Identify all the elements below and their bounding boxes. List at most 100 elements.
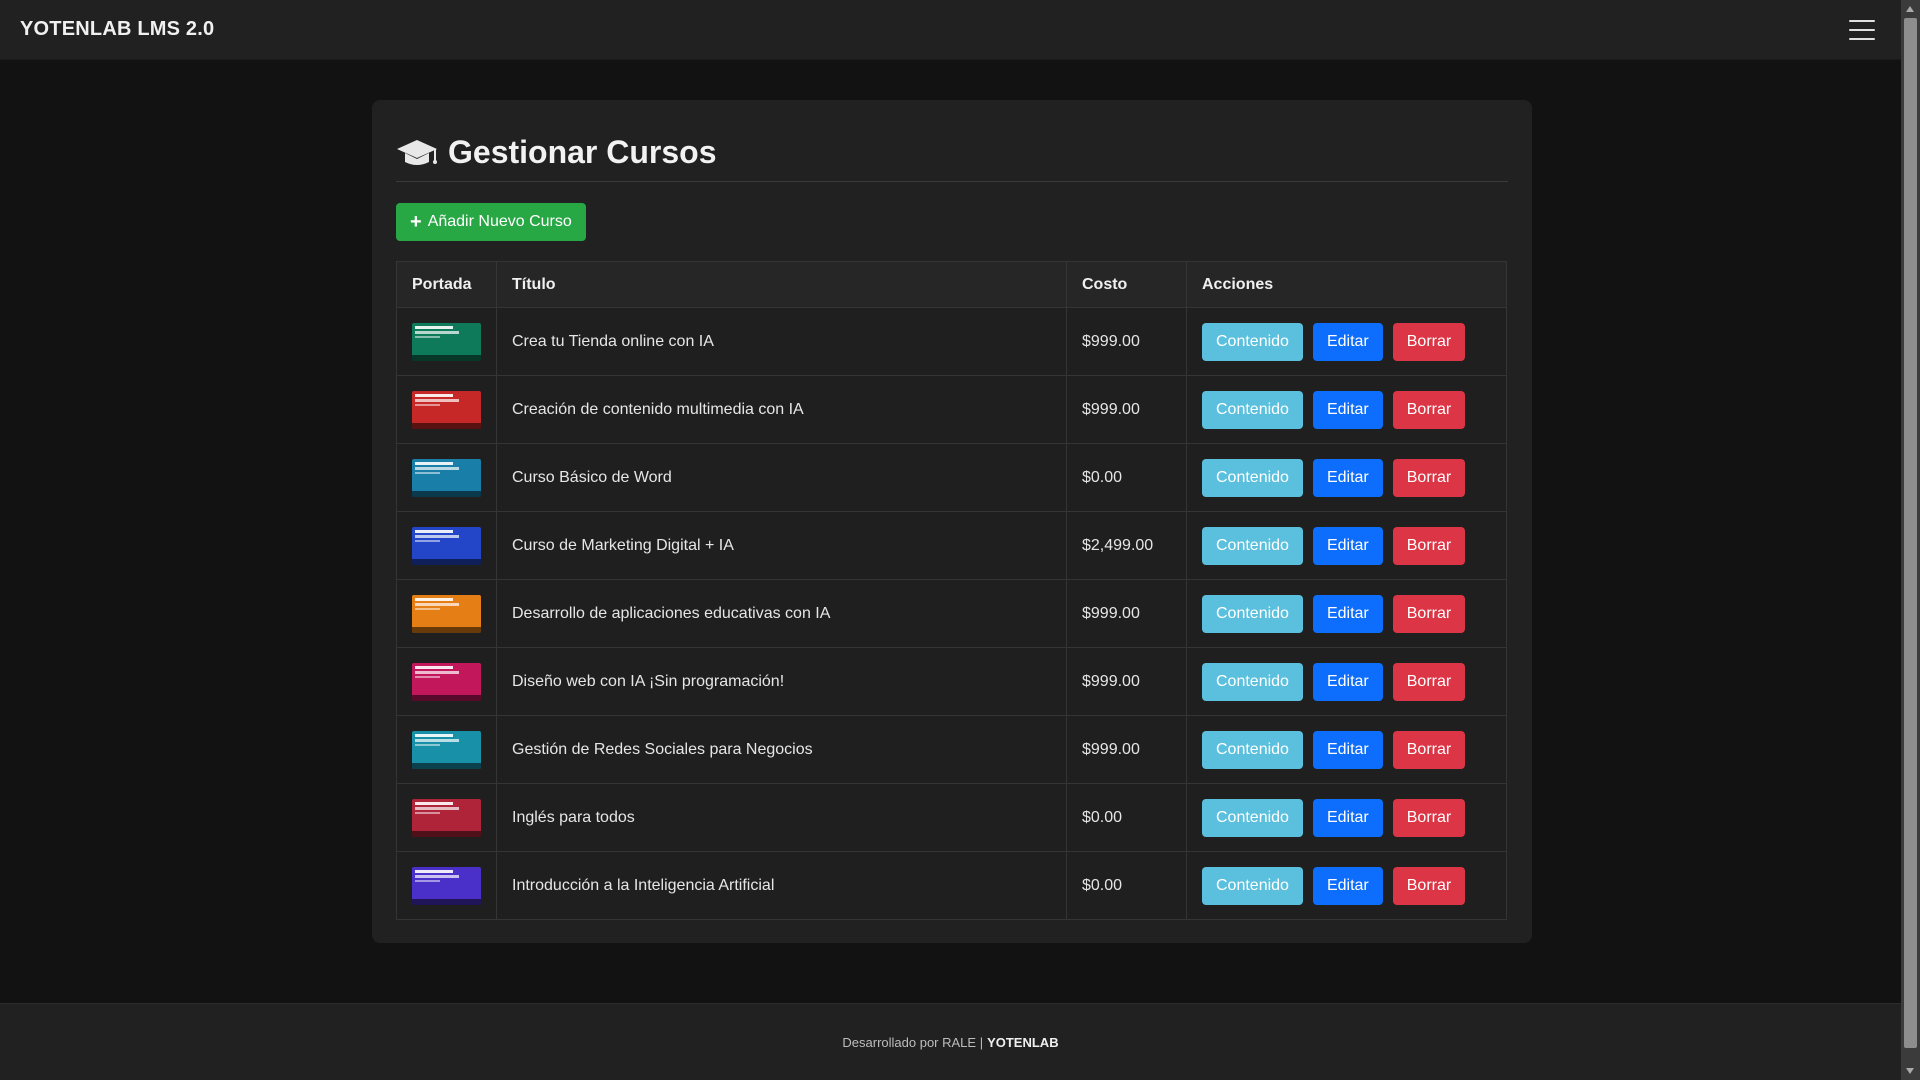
footer-brand: YOTENLAB xyxy=(987,1034,1059,1050)
cover-cell xyxy=(396,851,497,920)
footer: Desarrollado por RALE | YOTENLAB xyxy=(0,1003,1901,1080)
courses-card: Gestionar Cursos + Añadir Nuevo Curso Po… xyxy=(372,100,1532,943)
add-course-button[interactable]: + Añadir Nuevo Curso xyxy=(396,203,586,241)
course-cover-image xyxy=(412,526,481,565)
cover-cell xyxy=(396,307,497,376)
course-cost: $999.00 xyxy=(1066,715,1187,784)
actions-cell: Contenido Editar Borrar xyxy=(1186,647,1507,716)
actions-cell: Contenido Editar Borrar xyxy=(1186,443,1507,512)
course-cover-image xyxy=(412,798,481,837)
table-row: Curso Básico de Word $0.00 Contenido Edi… xyxy=(396,443,1507,512)
course-title: Curso Básico de Word xyxy=(496,443,1067,512)
cover-cell xyxy=(396,579,497,648)
actions-cell: Contenido Editar Borrar xyxy=(1186,851,1507,920)
courses-table: Portada Título Costo Acciones Crea tu Ti… xyxy=(396,261,1507,920)
actions-cell: Contenido Editar Borrar xyxy=(1186,375,1507,444)
content-button[interactable]: Contenido xyxy=(1202,526,1303,565)
edit-button[interactable]: Editar xyxy=(1312,390,1383,429)
table-row: Gestión de Redes Sociales para Negocios … xyxy=(396,715,1507,784)
actions-cell: Contenido Editar Borrar xyxy=(1186,307,1507,376)
delete-button[interactable]: Borrar xyxy=(1392,662,1466,701)
content-button[interactable]: Contenido xyxy=(1202,662,1303,701)
course-cover-image xyxy=(412,730,481,769)
cover-cell xyxy=(396,783,497,852)
course-title: Creación de contenido multimedia con IA xyxy=(496,375,1067,444)
course-cost: $999.00 xyxy=(1066,579,1187,648)
content-button[interactable]: Contenido xyxy=(1202,798,1303,837)
course-cover-image xyxy=(412,594,481,633)
content-button[interactable]: Contenido xyxy=(1202,594,1303,633)
brand-title[interactable]: YOTENLAB LMS 2.0 xyxy=(20,18,215,40)
content-button[interactable]: Contenido xyxy=(1202,458,1303,497)
add-course-label: Añadir Nuevo Curso xyxy=(427,213,572,230)
cover-cell xyxy=(396,715,497,784)
content-button[interactable]: Contenido xyxy=(1202,866,1303,905)
course-title: Diseño web con IA ¡Sin programación! xyxy=(496,647,1067,716)
plus-icon: + xyxy=(410,211,422,233)
course-cover-image xyxy=(412,322,481,361)
scrollbar[interactable] xyxy=(1901,0,1920,1080)
navbar: YOTENLAB LMS 2.0 xyxy=(0,0,1901,60)
course-cost: $0.00 xyxy=(1066,783,1187,852)
delete-button[interactable]: Borrar xyxy=(1392,594,1466,633)
cover-cell xyxy=(396,375,497,444)
actions-cell: Contenido Editar Borrar xyxy=(1186,511,1507,580)
header-portada: Portada xyxy=(396,261,497,308)
course-title: Inglés para todos xyxy=(496,783,1067,852)
course-title: Desarrollo de aplicaciones educativas co… xyxy=(496,579,1067,648)
table-row: Crea tu Tienda online con IA $999.00 Con… xyxy=(396,307,1507,376)
course-cost: $0.00 xyxy=(1066,851,1187,920)
course-title: Introducción a la Inteligencia Artificia… xyxy=(496,851,1067,920)
scroll-down-icon[interactable] xyxy=(1906,1068,1914,1074)
scroll-up-icon[interactable] xyxy=(1906,6,1914,12)
cover-cell xyxy=(396,511,497,580)
edit-button[interactable]: Editar xyxy=(1312,526,1383,565)
course-cover-image xyxy=(412,458,481,497)
graduation-cap-icon xyxy=(397,139,437,165)
course-cost: $2,499.00 xyxy=(1066,511,1187,580)
hamburger-icon[interactable] xyxy=(1849,19,1875,40)
edit-button[interactable]: Editar xyxy=(1312,730,1383,769)
course-title: Curso de Marketing Digital + IA xyxy=(496,511,1067,580)
course-cover-image xyxy=(412,662,481,701)
table-row: Creación de contenido multimedia con IA … xyxy=(396,375,1507,444)
course-cover-image xyxy=(412,390,481,429)
table-row: Desarrollo de aplicaciones educativas co… xyxy=(396,579,1507,648)
edit-button[interactable]: Editar xyxy=(1312,662,1383,701)
delete-button[interactable]: Borrar xyxy=(1392,322,1466,361)
edit-button[interactable]: Editar xyxy=(1312,798,1383,837)
delete-button[interactable]: Borrar xyxy=(1392,798,1466,837)
course-title: Gestión de Redes Sociales para Negocios xyxy=(496,715,1067,784)
table-row: Diseño web con IA ¡Sin programación! $99… xyxy=(396,647,1507,716)
actions-cell: Contenido Editar Borrar xyxy=(1186,783,1507,852)
content-button[interactable]: Contenido xyxy=(1202,730,1303,769)
content-button[interactable]: Contenido xyxy=(1202,322,1303,361)
course-cost: $999.00 xyxy=(1066,307,1187,376)
delete-button[interactable]: Borrar xyxy=(1392,390,1466,429)
table-header-row: Portada Título Costo Acciones xyxy=(396,261,1507,308)
table-row: Curso de Marketing Digital + IA $2,499.0… xyxy=(396,511,1507,580)
table-row: Introducción a la Inteligencia Artificia… xyxy=(396,851,1507,920)
course-cost: $0.00 xyxy=(1066,443,1187,512)
delete-button[interactable]: Borrar xyxy=(1392,730,1466,769)
edit-button[interactable]: Editar xyxy=(1312,322,1383,361)
actions-cell: Contenido Editar Borrar xyxy=(1186,715,1507,784)
edit-button[interactable]: Editar xyxy=(1312,594,1383,633)
course-cost: $999.00 xyxy=(1066,375,1187,444)
delete-button[interactable]: Borrar xyxy=(1392,526,1466,565)
content-button[interactable]: Contenido xyxy=(1202,390,1303,429)
delete-button[interactable]: Borrar xyxy=(1392,458,1466,497)
header-costo: Costo xyxy=(1066,261,1187,308)
footer-text: Desarrollado por RALE | xyxy=(842,1034,984,1050)
header-titulo: Título xyxy=(496,261,1067,308)
actions-cell: Contenido Editar Borrar xyxy=(1186,579,1507,648)
edit-button[interactable]: Editar xyxy=(1312,866,1383,905)
edit-button[interactable]: Editar xyxy=(1312,458,1383,497)
course-title: Crea tu Tienda online con IA xyxy=(496,307,1067,376)
card-header: Gestionar Cursos xyxy=(396,124,1508,182)
delete-button[interactable]: Borrar xyxy=(1392,866,1466,905)
course-cover-image xyxy=(412,866,481,905)
course-cost: $999.00 xyxy=(1066,647,1187,716)
table-row: Inglés para todos $0.00 Contenido Editar… xyxy=(396,783,1507,852)
scrollbar-thumb[interactable] xyxy=(1904,18,1917,1048)
